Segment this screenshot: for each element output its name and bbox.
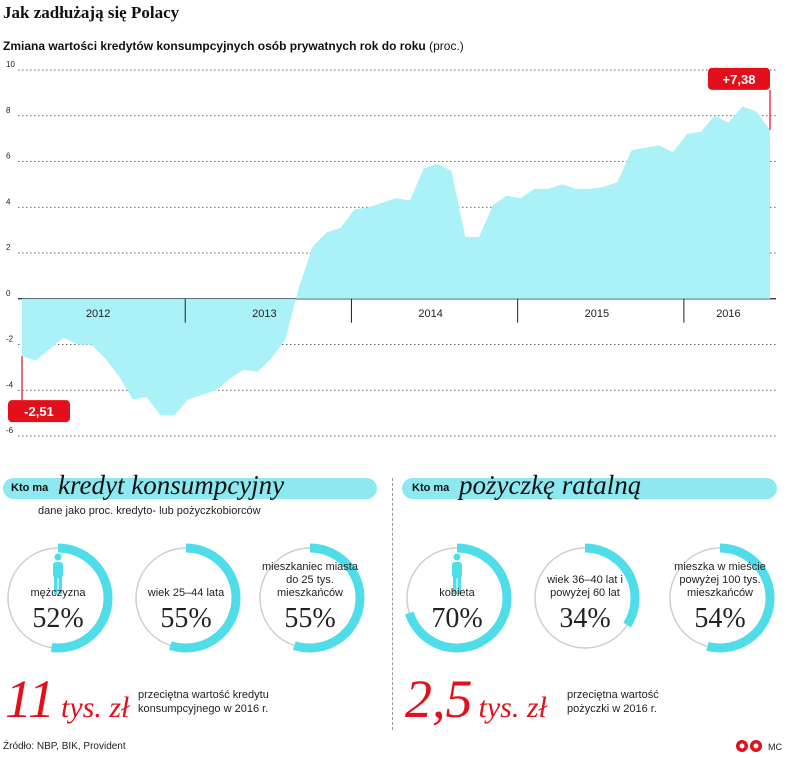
section-header-credit: Kto ma kredyt konsumpcyjny: [3, 470, 383, 502]
y-tick-label: 0: [6, 289, 11, 298]
ring-label: mieszkaniec miasta do 25 tys. mieszkańcó…: [262, 561, 358, 599]
callout-label: +7,38: [723, 72, 756, 87]
subtitle-unit: (proc.): [429, 39, 464, 53]
logo-text: MC: [768, 742, 782, 752]
year-label: 2016: [716, 308, 740, 320]
ring-label: mężczyzna: [30, 587, 86, 599]
x-axis-years: 2012 2013 2014 2015 2016: [86, 298, 741, 323]
ring-percent: 34%: [559, 603, 611, 634]
stat-ring: kobieta 70%: [402, 543, 512, 653]
stat-ring: mieszka w mieście powyżej 100 tys. miesz…: [665, 543, 775, 653]
year-label: 2013: [252, 308, 276, 320]
stat-ring: mężczyzna 52%: [3, 543, 113, 653]
ring-label: wiek 36–40 lat i powyżej 60 lat: [547, 574, 623, 599]
callout-badge: [708, 67, 770, 90]
ring-fill: [255, 543, 365, 653]
ring-fill: [402, 543, 512, 653]
note-credit: przeciętna wartość kredytu konsumpcyjneg…: [138, 689, 269, 715]
ring-label: wiek 25–44 lata: [147, 587, 225, 599]
ring-percent: 52%: [32, 603, 84, 634]
chart-subtitle: Zmiana wartości kredytów konsumpcyjnych …: [3, 39, 464, 53]
y-tick-label: 2: [6, 243, 11, 252]
ring-percent: 70%: [431, 603, 483, 634]
y-tick-label: 8: [6, 106, 11, 115]
callouts: -2,51 +7,38: [8, 67, 771, 423]
big-number-value: 2,5: [405, 669, 473, 729]
stat-ring: wiek 25–44 lata 55%: [131, 543, 241, 653]
header-heading: kredyt konsumpcyjny: [58, 470, 285, 500]
ring-fill: [530, 543, 640, 653]
stat-ring: wiek 36–40 lat i powyżej 60 lat 34%: [530, 543, 640, 653]
page-title: Jak zadłużają się Polacy: [3, 3, 180, 22]
ring-gauge: [3, 543, 113, 653]
ring-gauge: [255, 543, 365, 653]
ring-fill: [131, 543, 241, 653]
ring-gauge: [530, 543, 640, 653]
subtitle-main: Zmiana wartości kredytów konsumpcyjnych …: [3, 39, 426, 53]
y-axis: 10 8 6 4 2 0 -2 -4 -6: [6, 60, 15, 435]
header-prefix: Kto ma: [11, 482, 49, 494]
callout-label: -2,51: [24, 404, 54, 419]
person-icon: [452, 553, 462, 594]
ring-label: mieszka w mieście powyżej 100 tys. miesz…: [674, 561, 766, 599]
year-label: 2015: [585, 308, 609, 320]
y-tick-label: -6: [6, 426, 14, 435]
section-header-installment: Kto ma pożyczkę ratalną: [402, 470, 782, 502]
y-tick-label: 4: [6, 197, 11, 206]
note-installment: przeciętna wartość pożyczki w 2016 r.: [567, 689, 659, 715]
publisher-logo-icon: [736, 740, 762, 752]
y-tick-label: -2: [6, 335, 14, 344]
ring-gauge: [131, 543, 241, 653]
y-tick-label: 10: [6, 60, 15, 69]
header-prefix: Kto ma: [412, 482, 450, 494]
y-tick-label: -4: [6, 380, 14, 389]
ring-percent: 55%: [284, 603, 336, 634]
big-number-unit: tys. zł: [61, 691, 130, 724]
y-tick-label: 6: [6, 152, 11, 161]
ring-percent: 54%: [694, 603, 746, 634]
area-chart: 10 8 6 4 2 0 -2 -4 -6 2012 2013 2014 2015 2016 -2,51…: [6, 60, 776, 437]
source-note: Źródło: NBP, BIK, Provident: [3, 741, 126, 752]
person-icon: [53, 553, 63, 594]
callout-badge: [8, 400, 70, 423]
header-bar: [402, 478, 777, 499]
ring-gauge: [665, 543, 775, 653]
area-series: [22, 106, 770, 416]
ring-gauge: [402, 543, 512, 653]
ring-percent: 55%: [160, 603, 212, 634]
big-number-value: 11: [5, 669, 55, 729]
header-heading: pożyczkę ratalną: [459, 470, 642, 500]
ring-fill: [665, 543, 775, 653]
year-label: 2012: [86, 308, 110, 320]
header-bar: [3, 478, 377, 499]
ring-fill: [3, 543, 113, 653]
big-number-unit: tys. zł: [478, 691, 547, 724]
big-number-installment: 2,5 tys. zł: [405, 668, 547, 730]
big-number-credit: 11 tys. zł: [5, 668, 129, 730]
year-label: 2014: [418, 308, 442, 320]
stat-ring: mieszkaniec miasta do 25 tys. mieszkańcó…: [255, 543, 365, 653]
section-subtitle: dane jako proc. kredyto- lub pożyczkobio…: [38, 505, 261, 517]
ring-label: kobieta: [439, 587, 475, 599]
section-divider: [392, 478, 393, 730]
